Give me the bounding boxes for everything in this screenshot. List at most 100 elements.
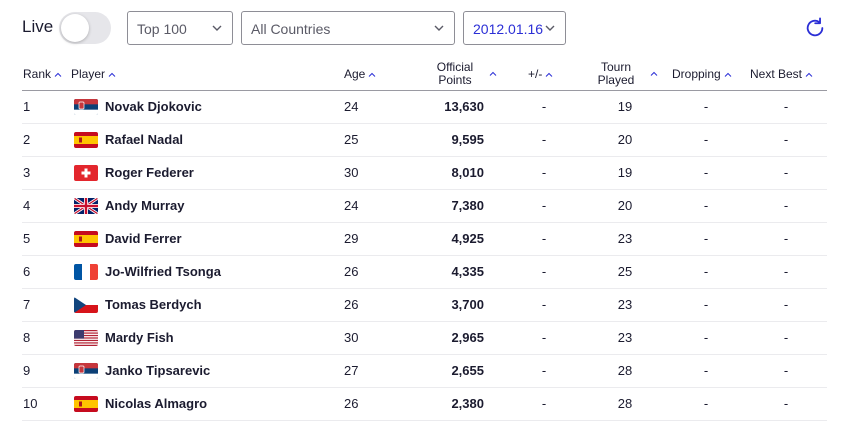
col-age-header[interactable]: Age: [344, 68, 376, 81]
next-best-cell: -: [783, 396, 789, 411]
change-cell: -: [541, 396, 547, 411]
table-header: Rank Player Age Official Points +/- Tour…: [22, 56, 827, 91]
sort-caret-icon: [108, 73, 116, 78]
sort-caret-icon: [650, 71, 658, 76]
col-change-header[interactable]: +/-: [528, 68, 553, 81]
usa-flag-icon: [74, 330, 98, 346]
col-tourn-label-2: Played: [597, 73, 635, 87]
player-name[interactable]: David Ferrer: [105, 231, 182, 246]
tourn-played-cell: 28: [617, 363, 633, 378]
table-row[interactable]: 7 Tomas Berdych 26 3,700 - 23 - -: [22, 288, 827, 322]
player-name[interactable]: Andy Murray: [105, 198, 185, 213]
col-dropping-header[interactable]: Dropping: [672, 68, 732, 81]
table-row[interactable]: 5 David Ferrer 29 4,925 - 23 - -: [22, 222, 827, 256]
tourn-played-cell: 28: [617, 396, 633, 411]
table-row[interactable]: 2 Rafael Nadal 25 9,595 - 20 - -: [22, 123, 827, 157]
age-cell: 27: [344, 363, 359, 378]
spain-flag-icon: [74, 231, 98, 247]
refresh-icon[interactable]: [804, 17, 826, 39]
next-best-cell: -: [783, 264, 789, 279]
live-label: Live: [22, 17, 54, 36]
tourn-played-cell: 19: [617, 165, 633, 180]
rank-cell: 7: [23, 297, 31, 312]
col-dropping-label: Dropping: [672, 67, 721, 81]
dropping-cell: -: [703, 264, 709, 279]
top-n-select[interactable]: Top 100: [127, 11, 233, 45]
age-cell: 25: [344, 132, 359, 147]
col-rank-label: Rank: [23, 67, 52, 81]
sort-caret-icon: [369, 73, 376, 78]
date-select[interactable]: 2012.01.16: [463, 11, 566, 45]
player-name[interactable]: Roger Federer: [105, 165, 194, 180]
col-player-header[interactable]: Player: [71, 68, 116, 81]
next-best-cell: -: [783, 198, 789, 213]
points-cell: 7,380: [451, 198, 484, 213]
table-row[interactable]: 3 Roger Federer 30 8,010 - 19 - -: [22, 156, 827, 190]
col-age-label: Age: [344, 67, 366, 81]
tourn-played-cell: 23: [617, 231, 633, 246]
change-cell: -: [541, 297, 547, 312]
spain-flag-icon: [74, 132, 98, 148]
toolbar: Live Top 100 All Countries 2012.01.16: [0, 0, 842, 56]
czech-flag-icon: [74, 297, 98, 313]
dropping-cell: -: [703, 231, 709, 246]
toggle-knob: [61, 14, 89, 42]
chevron-down-icon: [212, 25, 222, 31]
dropping-cell: -: [703, 396, 709, 411]
next-best-cell: -: [783, 297, 789, 312]
player-name[interactable]: Rafael Nadal: [105, 132, 184, 147]
player-name[interactable]: Nicolas Almagro: [105, 396, 208, 411]
player-name[interactable]: Tomas Berdych: [105, 297, 202, 312]
player-name[interactable]: Novak Djokovic: [105, 99, 202, 114]
sort-caret-icon: [545, 73, 553, 78]
col-points-header[interactable]: Official Points: [427, 61, 483, 87]
player-name[interactable]: Janko Tipsarevic: [105, 363, 211, 378]
dropping-cell: -: [703, 363, 709, 378]
player-name[interactable]: Mardy Fish: [105, 330, 174, 345]
table-row[interactable]: 1 Novak Djokovic 24 13,630 - 19 - -: [22, 90, 827, 124]
serbia-flag-icon: [74, 99, 98, 115]
age-cell: 26: [344, 297, 359, 312]
tourn-played-cell: 23: [617, 297, 633, 312]
col-rank-header[interactable]: Rank: [23, 68, 62, 81]
change-cell: -: [541, 198, 547, 213]
table-row[interactable]: 4 Andy Murray 24 7,380 - 20 - -: [22, 189, 827, 223]
country-select[interactable]: All Countries: [241, 11, 455, 45]
table-row[interactable]: 9 Janko Tipsarevic 27 2,655 - 28 - -: [22, 354, 827, 388]
sort-caret-icon: [805, 73, 813, 78]
age-cell: 26: [344, 264, 359, 279]
age-cell: 24: [344, 198, 359, 213]
chevron-down-icon: [545, 25, 555, 31]
rank-cell: 2: [23, 132, 31, 147]
col-next-best-header[interactable]: Next Best: [750, 68, 813, 81]
rank-cell: 10: [23, 396, 38, 411]
table-row[interactable]: 10 Nicolas Almagro 26 2,380 - 28 - -: [22, 387, 827, 421]
france-flag-icon: [74, 264, 98, 280]
dropping-cell: -: [703, 99, 709, 114]
dropping-cell: -: [703, 198, 709, 213]
country-value: All Countries: [251, 21, 331, 37]
table-row[interactable]: 8 Mardy Fish 30 2,965 - 23 - -: [22, 321, 827, 355]
dropping-cell: -: [703, 330, 709, 345]
change-cell: -: [541, 132, 547, 147]
player-name[interactable]: Jo-Wilfried Tsonga: [105, 264, 221, 279]
uk-flag-icon: [74, 198, 98, 214]
points-cell: 2,655: [451, 363, 484, 378]
age-cell: 26: [344, 396, 359, 411]
points-cell: 2,965: [451, 330, 484, 345]
next-best-cell: -: [783, 165, 789, 180]
top-n-value: Top 100: [137, 21, 187, 37]
sort-caret-icon: [54, 73, 62, 78]
dropping-cell: -: [703, 165, 709, 180]
col-points-label-2: Points: [438, 73, 472, 87]
col-change-label: +/-: [528, 67, 543, 81]
live-toggle[interactable]: [59, 12, 111, 44]
date-value: 2012.01.16: [473, 21, 544, 37]
table-row[interactable]: 6 Jo-Wilfried Tsonga 26 4,335 - 25 - -: [22, 255, 827, 289]
sort-caret-icon: [489, 71, 497, 76]
change-cell: -: [541, 99, 547, 114]
serbia-flag-icon: [74, 363, 98, 379]
col-tourn-header[interactable]: Tourn Played: [595, 61, 637, 87]
next-best-cell: -: [783, 330, 789, 345]
points-cell: 13,630: [444, 99, 484, 114]
